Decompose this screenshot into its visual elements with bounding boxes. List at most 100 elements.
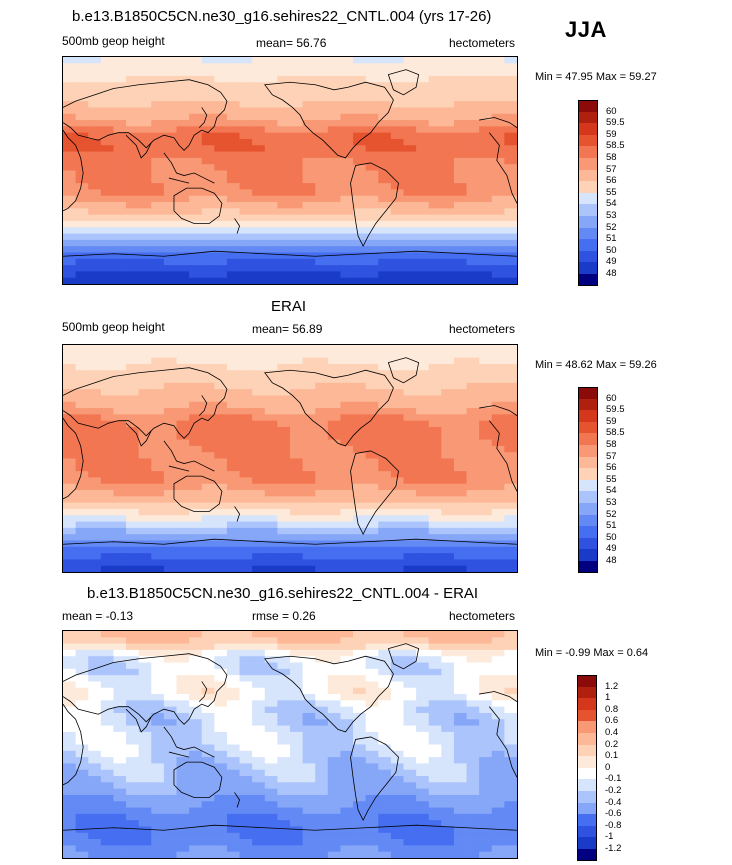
map-cell: [214, 252, 228, 260]
map-cell: [100, 363, 114, 371]
map-cell: [504, 744, 517, 752]
map-cell: [290, 176, 303, 184]
map-cell: [239, 107, 253, 115]
map-cell: [63, 832, 76, 840]
map-cell: [189, 801, 203, 808]
map-cell: [264, 750, 278, 758]
map-cell: [126, 725, 140, 733]
map-cell: [390, 521, 404, 529]
map-cell: [63, 151, 76, 159]
map-cell: [290, 408, 303, 415]
map-cell: [151, 471, 165, 478]
map-cell: [466, 700, 480, 708]
map-cell: [390, 502, 404, 510]
map-cell: [365, 731, 379, 739]
map-cell: [416, 807, 430, 815]
map-cell: [504, 345, 517, 352]
map-cell: [390, 694, 404, 701]
map-cell: [214, 565, 228, 572]
map-cell: [315, 189, 329, 197]
map-cell: [479, 363, 493, 371]
map-cell: [378, 233, 392, 241]
map-cell: [340, 719, 354, 726]
map-cell: [403, 376, 417, 384]
map-cell: [151, 534, 165, 541]
map-cell: [201, 738, 215, 745]
map-cell: [365, 433, 379, 440]
map-cell: [327, 370, 341, 377]
map-cell: [390, 687, 404, 695]
map-cell: [466, 706, 480, 714]
map-cell: [290, 757, 303, 764]
map-cell: [365, 176, 379, 184]
map-cell: [226, 738, 240, 745]
map-cell: [138, 75, 152, 83]
map-cell: [466, 769, 480, 777]
map-cell: [378, 370, 392, 377]
map-cell: [403, 687, 417, 695]
map-cell: [239, 521, 253, 529]
map-cell: [403, 464, 417, 472]
map-cell: [151, 214, 165, 222]
map-cell: [466, 712, 480, 720]
map-cell: [479, 643, 493, 651]
map-cell: [176, 649, 190, 657]
map-cell: [138, 420, 152, 428]
map-cell: [201, 483, 215, 491]
map-cell: [504, 656, 517, 663]
map-cell: [390, 458, 404, 466]
map-cell: [327, 750, 341, 758]
map-cell: [365, 782, 379, 790]
map-cell: [113, 813, 127, 821]
map-cell: [441, 202, 455, 209]
map-cell: [491, 389, 505, 396]
map-cell: [226, 382, 240, 390]
map-cell: [416, 145, 430, 152]
map-cell: [327, 668, 341, 676]
map-cell: [302, 445, 316, 453]
map-cell: [126, 239, 140, 247]
map-cell: [403, 675, 417, 682]
map-cell: [504, 382, 517, 390]
map-cell: [466, 151, 480, 159]
map-cell: [189, 75, 203, 83]
map-cell: [327, 433, 341, 440]
map-cell: [100, 164, 114, 171]
map-cell: [214, 63, 228, 70]
map-cell: [340, 553, 354, 560]
map-cell: [214, 271, 228, 279]
map-cell: [163, 357, 177, 365]
map-cell: [441, 138, 455, 146]
map-cell: [428, 769, 442, 777]
map-cell: [504, 265, 517, 272]
colorbar-box: [578, 456, 598, 469]
map-cell: [189, 553, 203, 560]
map-cell: [264, 757, 278, 764]
map-cell: [163, 227, 177, 234]
map-cell: [126, 345, 140, 352]
map-cell: [416, 681, 430, 689]
map-cell: [403, 769, 417, 777]
map-cell: [63, 527, 76, 535]
map-cell: [88, 120, 102, 127]
map-cell: [416, 458, 430, 466]
map-cell: [75, 813, 89, 821]
map-cell: [479, 277, 493, 284]
map-cell: [264, 107, 278, 115]
coastline-path: [164, 441, 214, 471]
map-cell: [201, 769, 215, 777]
map-cell: [264, 826, 278, 834]
map-cell: [100, 246, 114, 253]
map-cell: [75, 439, 89, 447]
colorbar-label: 0: [605, 761, 611, 773]
map-cell: [290, 521, 303, 529]
map-cell: [416, 687, 430, 695]
map-cell: [277, 227, 291, 234]
map-cell: [176, 433, 190, 440]
map-cell: [201, 101, 215, 108]
map-cell: [403, 88, 417, 96]
map-cell: [290, 706, 303, 714]
map-cell: [189, 546, 203, 554]
map-cell: [491, 265, 505, 272]
map-cell: [315, 426, 329, 434]
